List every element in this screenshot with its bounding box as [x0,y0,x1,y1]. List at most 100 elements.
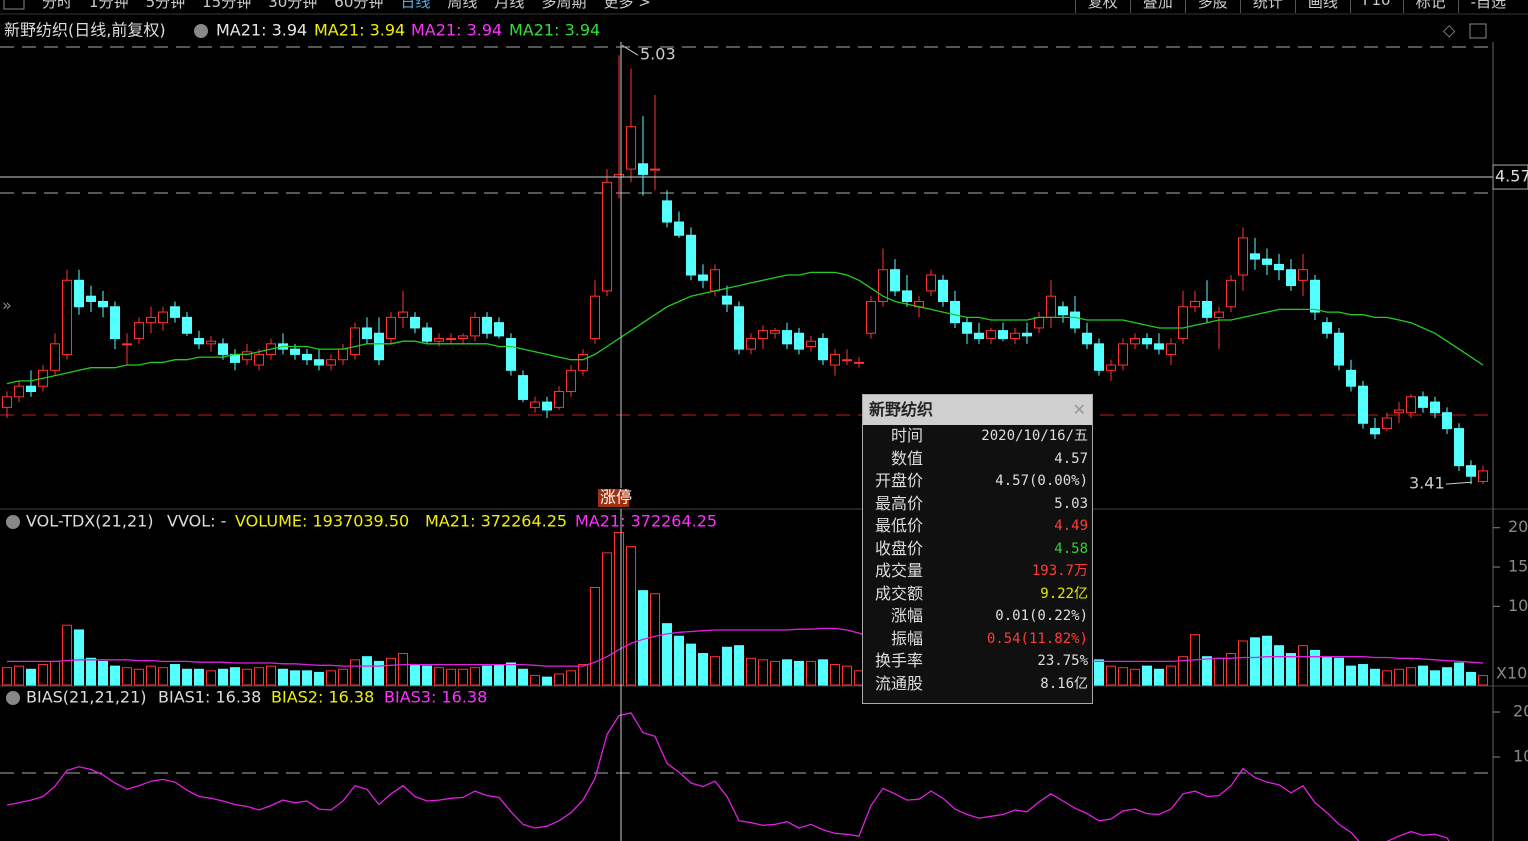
toolbar-item[interactable]: 统计 [1239,0,1295,13]
volume-bar [794,660,804,686]
volume-bar [782,659,792,686]
ma-label: MA21: 3.94 [509,21,600,40]
volume-bar [122,667,132,686]
candle-body [50,343,60,371]
toolbar-item[interactable]: 周线 [447,0,478,11]
bias-label: BIAS2: 16.38 [271,688,374,707]
candle-body [566,369,576,392]
candle-body [842,359,852,362]
settings-icon[interactable] [6,691,20,705]
volume-bar [806,660,816,686]
volume-bar [1430,670,1440,686]
candle-body [434,338,444,342]
candle-body [458,335,468,340]
toolbar-item[interactable]: 多周期 [541,0,587,11]
toolbar-item[interactable]: 更多 > [603,0,651,11]
toolbar-item[interactable]: 月线 [494,0,525,11]
candle-body [1058,306,1068,316]
volume-bar [1178,656,1188,686]
volume-bar [1226,653,1236,686]
candle-body [1046,295,1056,318]
candle-body [1094,343,1104,371]
toolbar-left: 分时 1分钟 5分钟 15分钟 30分钟 60分钟 日线 周线 月线 多周期 更多 > [42,0,651,13]
tooltip-title: 新野纺织 [869,400,934,419]
toolbar-item[interactable]: 分时 [42,0,73,11]
tooltip-key: 最高价 [874,493,923,513]
candle-body [242,351,252,361]
toolbar-item[interactable]: 5分钟 [145,0,186,11]
candle-body [26,385,36,393]
toolbar-item[interactable]: -自选 [1457,0,1518,13]
volume-ma-line [7,627,1484,667]
volume-bar [2,667,12,686]
candle-body [1106,364,1116,371]
candle-body [110,306,120,340]
tooltip-row: 最高价 5.03 [863,493,1092,516]
vol-label: MA21: 372264.25 [425,512,567,531]
volume-bar [302,670,312,686]
menu-icon[interactable] [3,0,25,10]
toolbar-item[interactable]: 1分钟 [89,0,129,11]
candle-body [794,332,804,350]
tooltip-value: 4.57(0.00%) [995,473,1088,489]
volume-bar [662,623,672,686]
volume-bar [1334,657,1344,686]
candle-body [530,401,540,408]
volume-bar [278,668,288,686]
volume-bar [458,668,468,686]
toolbar-item[interactable]: 画线 [1294,0,1350,13]
settings-icon[interactable] [194,24,208,38]
candle-body [1214,311,1224,318]
candle-body [854,361,864,364]
close-button[interactable]: ✕ [1072,400,1086,419]
tooltip-value: 0.01(0.22%) [995,608,1088,624]
tooltip-rows: 时间 2020/10/16/五 数值 4.57 开盘价 4.57(0.00%) 最高价 5.0… [863,425,1092,695]
stock-title: 新野纺织(日线,前复权) [4,21,166,40]
settings-icon[interactable] [6,515,20,529]
tooltip-key: 开盘价 [874,471,923,490]
toolbar-item[interactable]: 标记 [1402,0,1458,13]
tooltip-value: 8.16亿 [1040,675,1088,692]
volume-bar [338,668,348,686]
toolbar-item[interactable]: 60分钟 [334,0,384,11]
volume-bar [1106,665,1116,686]
volume-bar [86,657,96,686]
vol-title: VOL-TDX(21,21) [26,512,154,531]
toolbar-item[interactable]: F10 [1349,0,1403,13]
candle-body [206,340,216,345]
toolbar-item[interactable]: 多股 [1184,0,1240,13]
ma-label: MA21: 3.94 [216,21,307,40]
expand-icon[interactable]: » [2,296,12,315]
candle-body [938,279,948,302]
toolbar-item[interactable]: 复权 [1074,0,1130,13]
volume-bar [638,590,648,686]
volume-bar [602,552,612,686]
volume-bar [1370,668,1380,686]
volume-bar [1166,665,1176,686]
volume-bar [494,664,504,686]
toolbar-item[interactable]: 叠加 [1129,0,1185,13]
candle-body [878,269,888,302]
toolbar-item[interactable]: 30分钟 [268,0,318,11]
toolbar-item[interactable]: 15分钟 [202,0,252,11]
candle-body [134,322,144,340]
candle-body [158,311,168,324]
candle-body [962,322,972,334]
volume-bar [1298,645,1308,686]
volume-bar [1310,649,1320,686]
candle-body [1310,279,1320,313]
volume-bar [110,665,120,686]
candle-body [1370,428,1380,435]
volume-bar [362,656,372,686]
icon[interactable]: ◇ [1443,21,1456,40]
volume-bar [98,660,108,686]
volume-bar [50,660,60,686]
vol-label: MA21: 372264.25 [575,512,717,531]
volume-bar [1118,667,1128,686]
candle-body [314,359,324,366]
volume-bar [1286,653,1296,686]
icon[interactable] [1469,23,1487,39]
toolbar-item[interactable]: 日线 [400,0,431,11]
volume-bar [566,670,576,686]
